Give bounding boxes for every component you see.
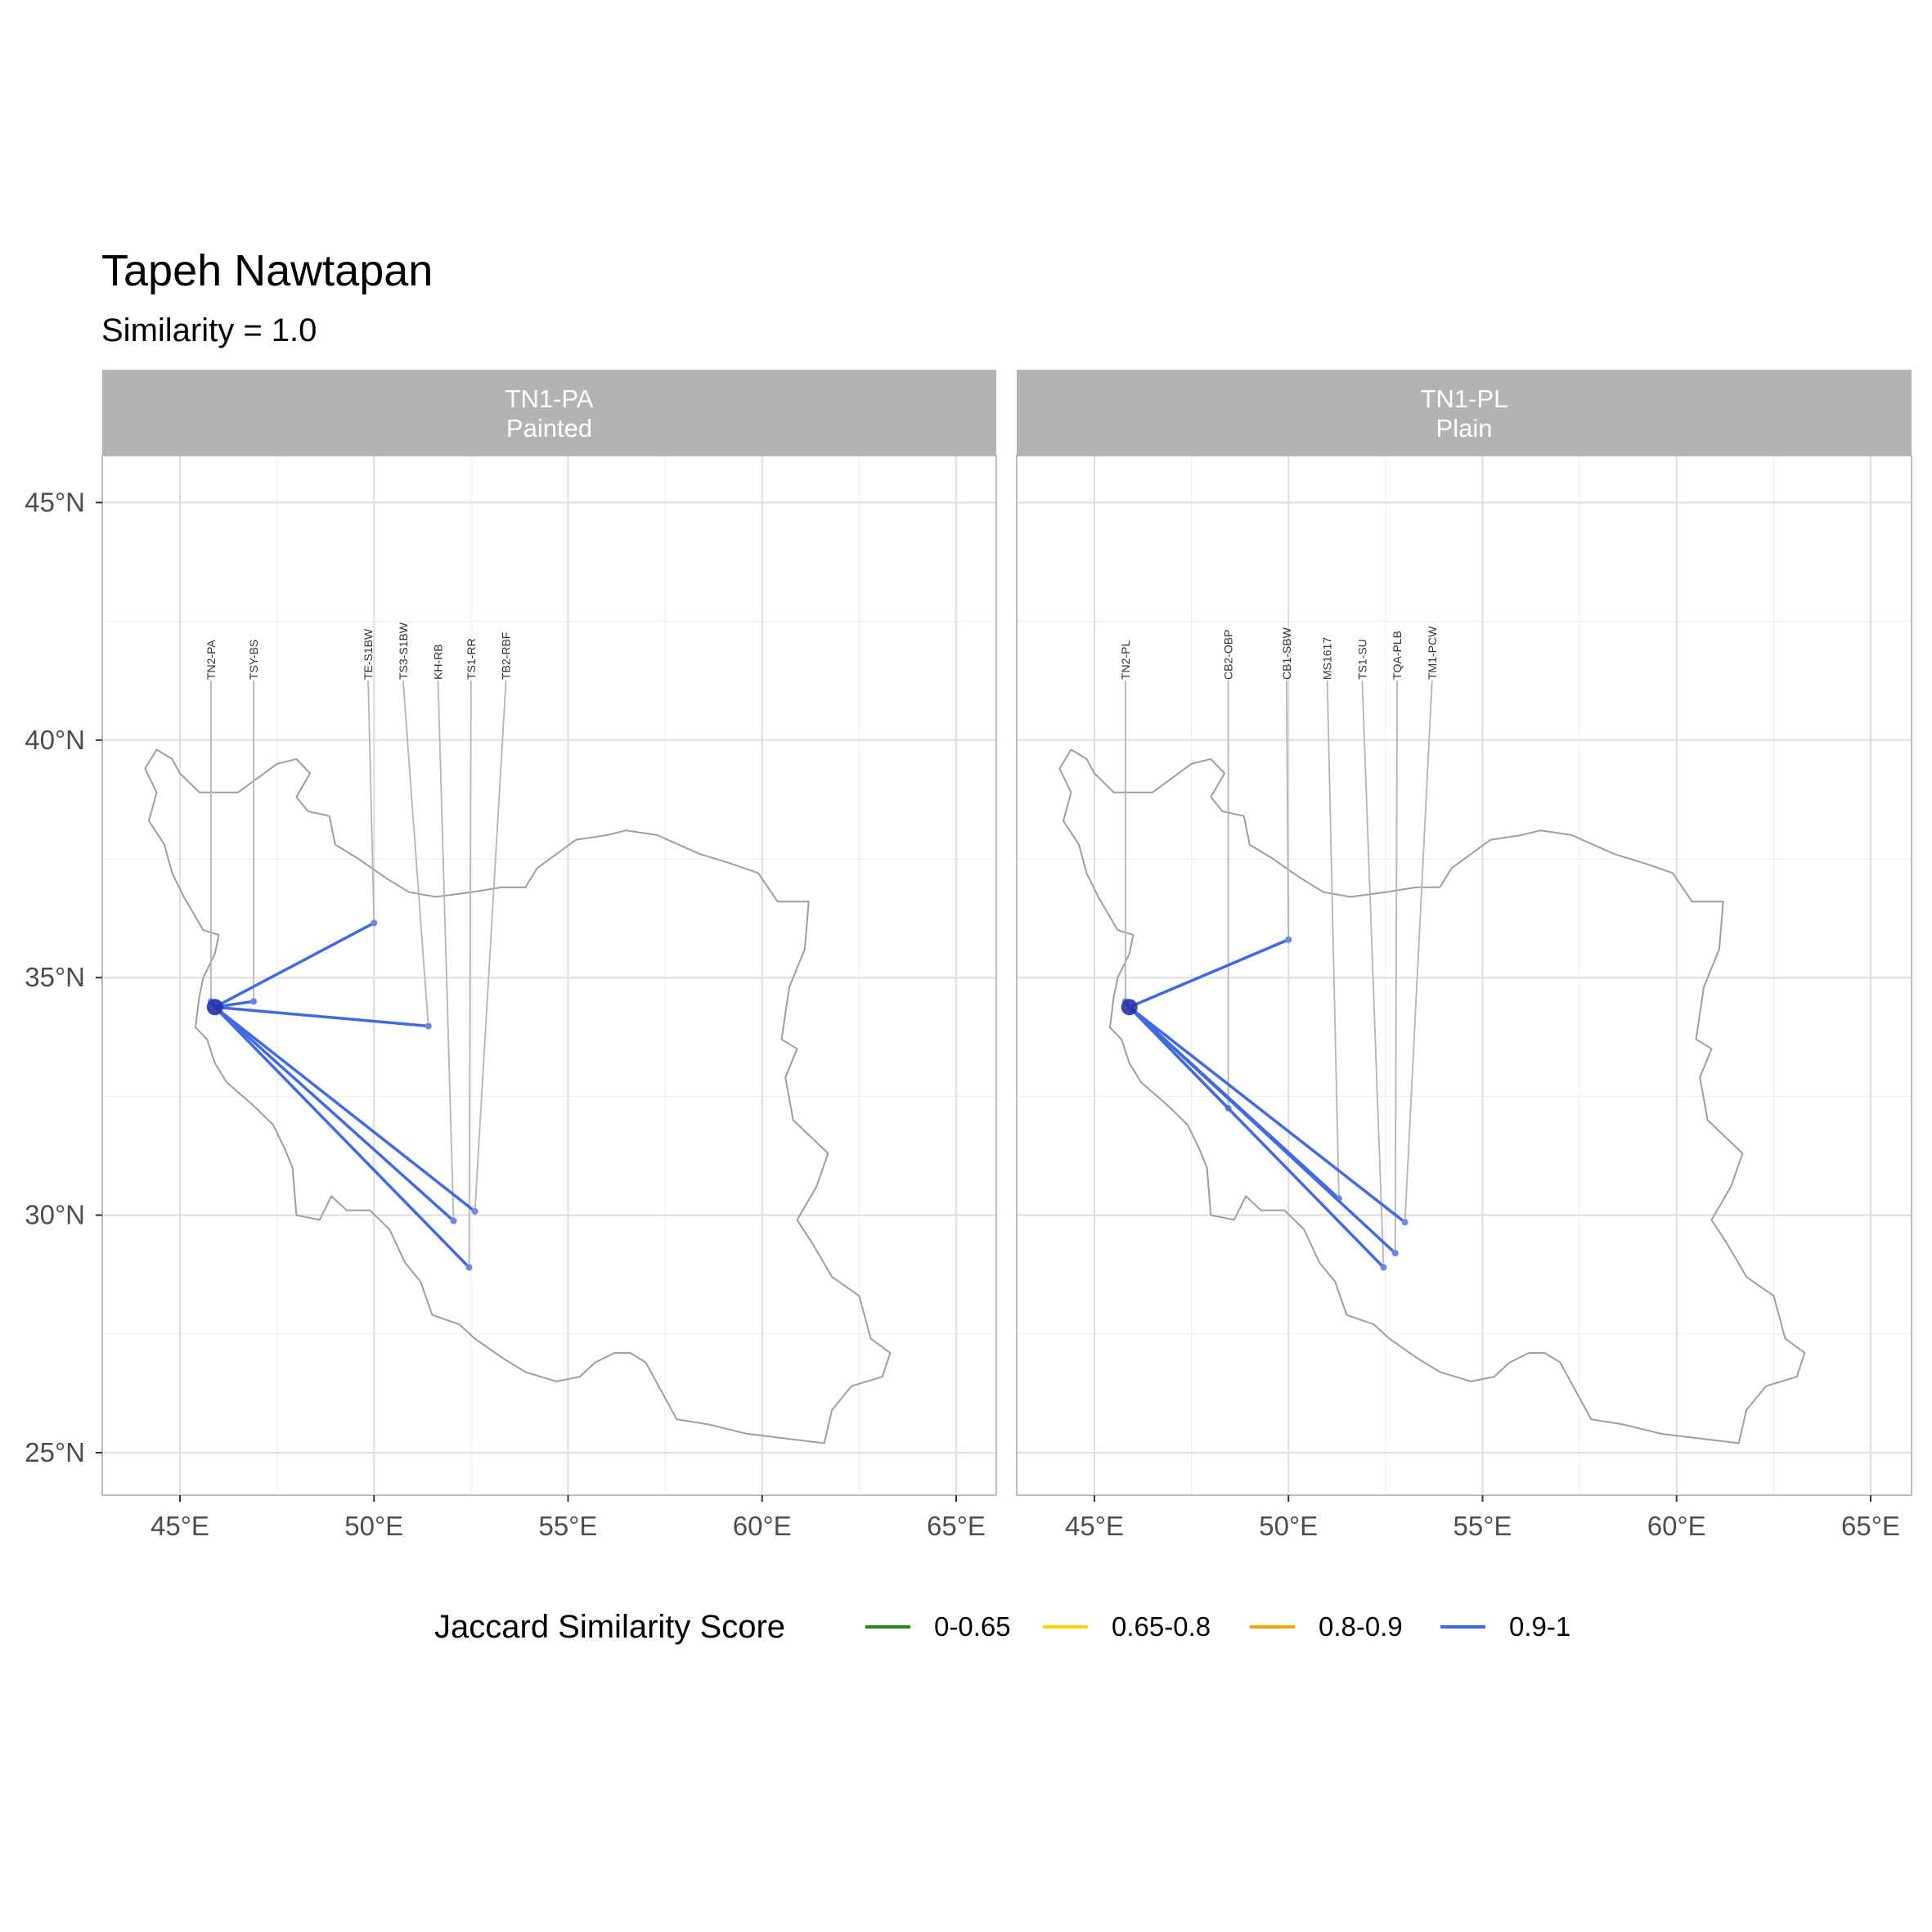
label-leader-line	[437, 680, 455, 1221]
x-axis-tick-label: 60°E	[1647, 1511, 1706, 1541]
site-label: CB2-OBP	[1222, 630, 1235, 680]
site-point	[450, 1217, 457, 1224]
site-point	[425, 1022, 432, 1030]
y-axis-tick-label: 45°N	[25, 487, 85, 517]
label-leader-line	[468, 680, 472, 1268]
site-point	[1285, 936, 1292, 943]
facet-strip-label: TN1-PL	[1421, 384, 1508, 413]
legend-item-label: 0-0.65	[934, 1611, 1011, 1642]
site-point	[471, 1207, 479, 1215]
site-point	[371, 919, 378, 927]
label-leader-line	[1394, 680, 1399, 1254]
site-label: TQA-PLB	[1391, 631, 1404, 680]
iran-border-outline	[144, 748, 892, 1445]
origin-site-point	[206, 999, 223, 1016]
site-point	[1401, 1219, 1409, 1226]
site-label: TS1-RR	[465, 638, 478, 680]
similarity-link-line	[213, 1005, 470, 1269]
site-label: TSY-BS	[247, 640, 260, 680]
similarity-link-line	[1128, 1005, 1396, 1255]
y-axis-tick-label: 35°N	[25, 962, 85, 992]
x-axis-tick-label: 50°E	[344, 1511, 403, 1541]
x-axis-tick-label: 65°E	[927, 1511, 986, 1541]
x-axis-tick-label: 55°E	[539, 1511, 598, 1541]
site-label: TN2-PL	[1119, 640, 1132, 680]
x-axis-tick-label: 45°E	[1065, 1511, 1124, 1541]
site-point	[465, 1264, 473, 1271]
site-point	[1380, 1264, 1387, 1271]
legend-item-label: 0.8-0.9	[1319, 1611, 1403, 1642]
similarity-link-line	[213, 1005, 476, 1213]
panel-background	[102, 456, 996, 1495]
y-axis-tick-label: 25°N	[25, 1437, 85, 1467]
similarity-link-line	[213, 921, 375, 1009]
label-leader-line	[1285, 680, 1290, 940]
legend-item-label: 0.65-0.8	[1112, 1611, 1211, 1642]
facet-strip-sublabel: Painted	[506, 414, 592, 443]
facet-strip	[102, 370, 996, 456]
x-axis-tick-label: 55°E	[1453, 1511, 1512, 1541]
similarity-link-line	[214, 1005, 429, 1028]
site-label: TS3-S1BW	[397, 622, 410, 680]
label-leader-line	[1326, 680, 1340, 1199]
plot-title: Tapeh Nawtapan	[101, 246, 434, 295]
x-axis-tick-label: 50°E	[1259, 1511, 1318, 1541]
label-leader-line	[1361, 680, 1385, 1268]
legend-item-label: 0.9-1	[1509, 1611, 1570, 1642]
site-label: TN2-PA	[204, 640, 218, 680]
label-leader-line	[367, 680, 375, 923]
facet-strip-label: TN1-PA	[505, 384, 594, 413]
site-label: TS1-SU	[1355, 639, 1368, 680]
site-label: MS1617	[1321, 637, 1334, 680]
site-label: TB2-RBF	[500, 632, 513, 680]
y-axis-tick-label: 30°N	[25, 1200, 85, 1230]
label-leader-line	[402, 680, 429, 1027]
x-axis-tick-label: 60°E	[733, 1511, 792, 1541]
similarity-link-line	[1129, 938, 1289, 1009]
x-axis-tick-label: 65°E	[1841, 1511, 1900, 1541]
site-label: TM1-PCW	[1426, 626, 1439, 680]
label-leader-line	[1404, 680, 1433, 1223]
legend: Jaccard Similarity Score 0-0.65 0.65-0.8 0.…	[434, 1609, 1570, 1645]
y-axis-tick-label: 40°N	[25, 725, 85, 755]
panel-background	[1017, 456, 1912, 1495]
site-point	[250, 998, 258, 1005]
site-label: CB1-SBW	[1280, 627, 1293, 680]
legend-title: Jaccard Similarity Score	[434, 1609, 785, 1645]
plot-subtitle: Similarity = 1.0	[101, 312, 317, 348]
site-label: KH-RB	[432, 644, 445, 680]
site-point	[1391, 1250, 1399, 1257]
x-axis-tick-label: 45°E	[151, 1511, 209, 1541]
similarity-link-line	[1128, 1005, 1385, 1269]
site-label: TE-S1BW	[362, 628, 375, 680]
similarity-link-line	[213, 1005, 455, 1222]
label-leader-line	[474, 680, 507, 1212]
similarity-link-line	[1128, 1005, 1406, 1224]
iran-border-outline	[1058, 748, 1806, 1445]
facet-strip	[1017, 370, 1912, 456]
origin-site-point	[1121, 999, 1138, 1016]
facet-strip-sublabel: Plain	[1436, 414, 1493, 443]
